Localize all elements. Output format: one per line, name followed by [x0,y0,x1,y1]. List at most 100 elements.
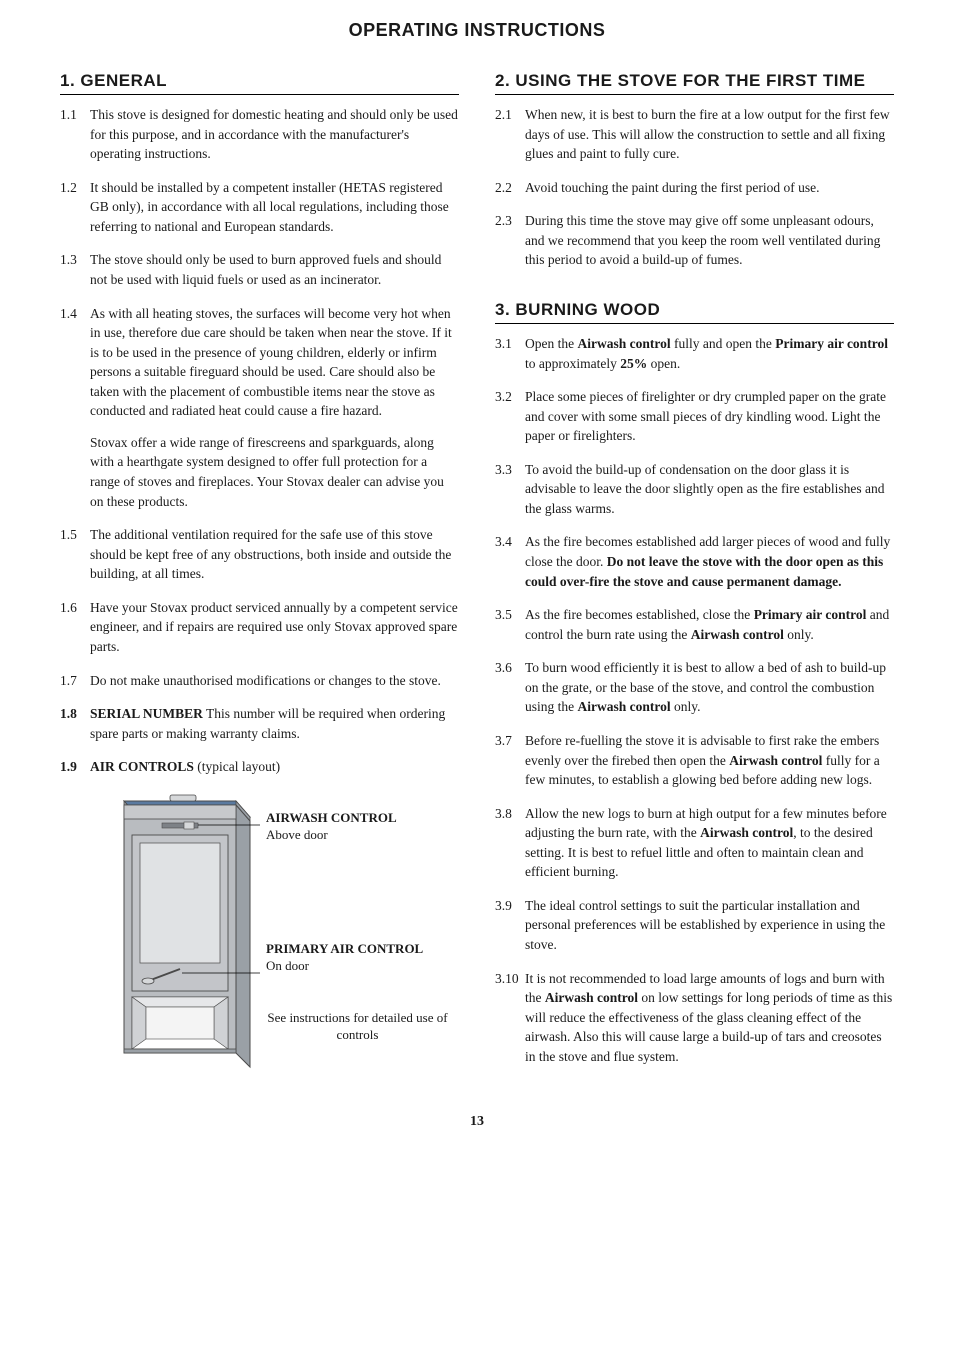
item-number: 1.2 [60,178,90,237]
item-number: 3.2 [495,387,525,446]
item-body: Avoid touching the paint during the firs… [525,178,894,198]
item-1-3: 1.3 The stove should only be used to bur… [60,250,459,289]
text-bold: Airwash control [545,990,638,1005]
item-body: As the fire becomes established, close t… [525,605,894,644]
item-body: To burn wood efficiently it is best to a… [525,658,894,717]
text: Open the [525,336,577,351]
text-bold: 25% [620,356,647,371]
item-text: Allow the new logs to burn at high outpu… [525,804,894,882]
item-number: 1.6 [60,598,90,657]
item-2-1: 2.1 When new, it is best to burn the fir… [495,105,894,164]
item-number: 3.10 [495,969,525,1067]
item-number: 3.8 [495,804,525,882]
item-body: As with all heating stoves, the surfaces… [90,304,459,512]
air-controls-label: AIR CONTROLS [90,759,194,774]
item-number: 1.1 [60,105,90,164]
airwash-label: AIRWASH CONTROL Above door [266,809,459,844]
item-1-1: 1.1 This stove is designed for domestic … [60,105,459,164]
see-instructions: See instructions for detailed use of con… [266,1009,459,1044]
item-1-4: 1.4 As with all heating stoves, the surf… [60,304,459,512]
item-text: (typical layout) [194,759,280,774]
item-body: SERIAL NUMBER This number will be requir… [90,704,459,743]
item-text: Avoid touching the paint during the firs… [525,178,894,198]
item-body: When new, it is best to burn the fire at… [525,105,894,164]
section-2-heading: 2. USING THE STOVE FOR THE FIRST TIME [495,71,894,95]
item-number: 2.3 [495,211,525,270]
item-text: To burn wood efficiently it is best to a… [525,658,894,717]
item-1-9: 1.9 AIR CONTROLS (typical layout) [60,757,459,777]
item-3-5: 3.5 As the fire becomes established, clo… [495,605,894,644]
item-text: SERIAL NUMBER This number will be requir… [90,704,459,743]
item-body: During this time the stove may give off … [525,211,894,270]
stove-diagram: AIRWASH CONTROL Above door PRIMARY AIR C… [90,791,459,1086]
item-number: 2.1 [495,105,525,164]
item-text: It should be installed by a competent in… [90,178,459,237]
item-text: When new, it is best to burn the fire at… [525,105,894,164]
text: fully and open the [671,336,776,351]
section-3-heading: 3. BURNING WOOD [495,300,894,324]
item-3-1: 3.1 Open the Airwash control fully and o… [495,334,894,373]
item-number: 1.3 [60,250,90,289]
item-text: Place some pieces of firelighter or dry … [525,387,894,446]
text: only. [784,627,814,642]
primary-label: PRIMARY AIR CONTROL On door [266,940,459,975]
item-number: 3.1 [495,334,525,373]
text: As the fire becomes established, close t… [525,607,754,622]
primary-subtitle: On door [266,957,459,975]
item-3-9: 3.9 The ideal control settings to suit t… [495,896,894,955]
item-body: Before re-fuelling the stove it is advis… [525,731,894,790]
item-text: As the fire becomes established add larg… [525,532,894,591]
item-text: Have your Stovax product serviced annual… [90,598,459,657]
text: to approximately [525,356,620,371]
primary-title: PRIMARY AIR CONTROL [266,940,459,958]
item-3-4: 3.4 As the fire becomes established add … [495,532,894,591]
item-body: Place some pieces of firelighter or dry … [525,387,894,446]
text: open. [647,356,680,371]
item-body: Do not make unauthorised modifications o… [90,671,459,691]
item-3-2: 3.2 Place some pieces of firelighter or … [495,387,894,446]
item-number: 3.9 [495,896,525,955]
item-text: The stove should only be used to burn ap… [90,250,459,289]
item-text: It is not recommended to load large amou… [525,969,894,1067]
item-text: The ideal control settings to suit the p… [525,896,894,955]
item-text: During this time the stove may give off … [525,211,894,270]
item-body: It should be installed by a competent in… [90,178,459,237]
item-1-5: 1.5 The additional ventilation required … [60,525,459,584]
item-body: Allow the new logs to burn at high outpu… [525,804,894,882]
text-bold: Primary air control [754,607,867,622]
item-text: To avoid the build-up of condensation on… [525,460,894,519]
item-3-8: 3.8 Allow the new logs to burn at high o… [495,804,894,882]
item-3-3: 3.3 To avoid the build-up of condensatio… [495,460,894,519]
item-body: The stove should only be used to burn ap… [90,250,459,289]
item-body: As the fire becomes established add larg… [525,532,894,591]
item-number: 3.7 [495,731,525,790]
airwash-title: AIRWASH CONTROL [266,809,459,827]
item-2-3: 2.3 During this time the stove may give … [495,211,894,270]
item-text: AIR CONTROLS (typical layout) [90,757,459,777]
item-number: 3.4 [495,532,525,591]
item-number: 3.3 [495,460,525,519]
content-columns: 1. GENERAL 1.1 This stove is designed fo… [60,65,894,1086]
serial-number-label: SERIAL NUMBER [90,706,203,721]
text-bold: Airwash control [578,699,671,714]
text-bold: Airwash control [700,825,793,840]
item-number: 1.5 [60,525,90,584]
item-body: Open the Airwash control fully and open … [525,334,894,373]
item-body: To avoid the build-up of condensation on… [525,460,894,519]
text: only. [671,699,701,714]
item-body: The ideal control settings to suit the p… [525,896,894,955]
section-1-heading: 1. GENERAL [60,71,459,95]
item-1-8: 1.8 SERIAL NUMBER This number will be re… [60,704,459,743]
item-text: This stove is designed for domestic heat… [90,105,459,164]
item-number: 1.9 [60,757,90,777]
item-text: Stovax offer a wide range of firescreens… [90,433,459,511]
text-bold: Airwash control [691,627,784,642]
item-1-6: 1.6 Have your Stovax product serviced an… [60,598,459,657]
item-number: 1.8 [60,704,90,743]
item-text: Open the Airwash control fully and open … [525,334,894,373]
item-3-6: 3.6 To burn wood efficiently it is best … [495,658,894,717]
item-number: 3.5 [495,605,525,644]
page-number: 13 [60,1114,894,1130]
item-number: 1.4 [60,304,90,512]
item-body: It is not recommended to load large amou… [525,969,894,1067]
